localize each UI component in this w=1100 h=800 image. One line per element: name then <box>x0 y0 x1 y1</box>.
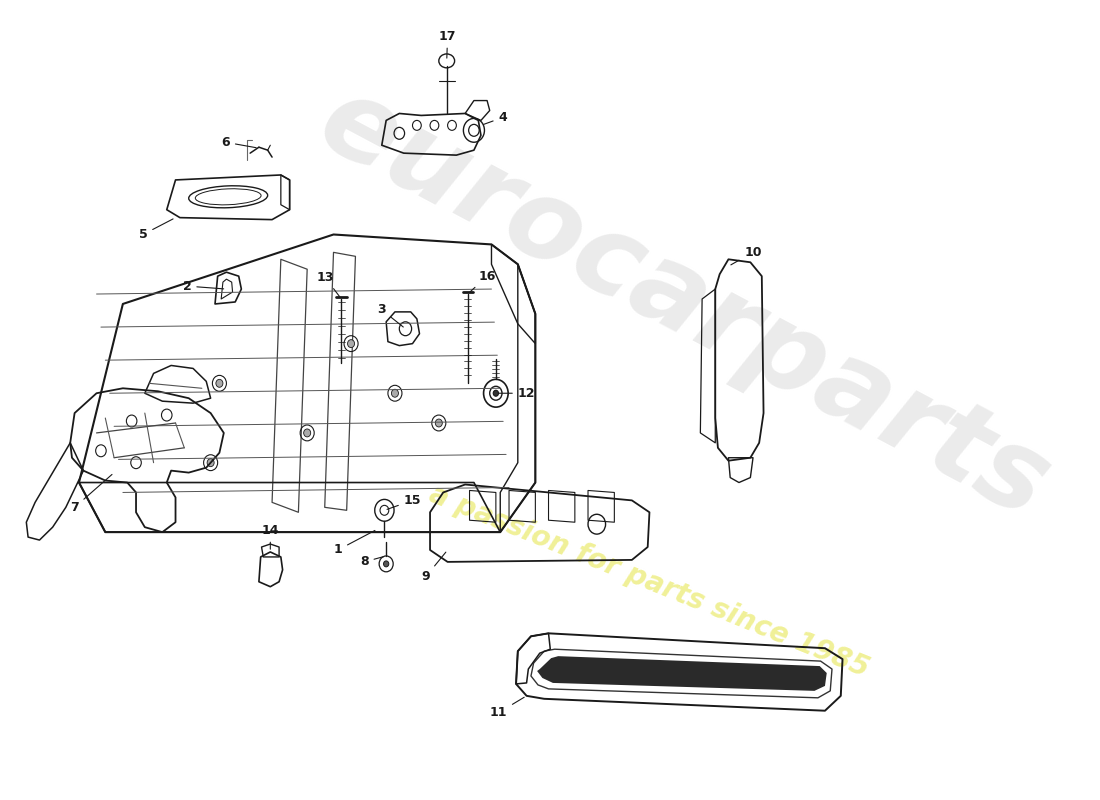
Text: 6: 6 <box>221 136 256 149</box>
Circle shape <box>304 429 310 437</box>
Circle shape <box>207 458 215 466</box>
Text: 2: 2 <box>183 279 223 293</box>
Text: 17: 17 <box>439 30 456 58</box>
Polygon shape <box>537 656 827 691</box>
Text: 5: 5 <box>139 219 173 241</box>
Text: 12: 12 <box>498 386 536 400</box>
Circle shape <box>384 561 388 567</box>
Text: 10: 10 <box>730 246 761 265</box>
Text: 16: 16 <box>470 270 496 292</box>
Text: 7: 7 <box>70 474 112 514</box>
Text: 15: 15 <box>387 494 421 510</box>
Text: eurocarparts: eurocarparts <box>302 66 1067 542</box>
Text: a passion for parts since 1985: a passion for parts since 1985 <box>426 480 873 683</box>
Circle shape <box>348 340 354 347</box>
Text: 13: 13 <box>316 270 340 297</box>
Text: 3: 3 <box>377 303 404 327</box>
Text: 8: 8 <box>360 555 384 568</box>
Text: 1: 1 <box>333 530 375 557</box>
Circle shape <box>436 419 442 427</box>
Text: 11: 11 <box>490 698 525 719</box>
Text: 9: 9 <box>421 552 446 583</box>
Circle shape <box>216 379 223 387</box>
Text: 14: 14 <box>262 524 279 549</box>
Text: 4: 4 <box>484 111 507 125</box>
Circle shape <box>392 390 398 398</box>
Circle shape <box>493 390 498 396</box>
